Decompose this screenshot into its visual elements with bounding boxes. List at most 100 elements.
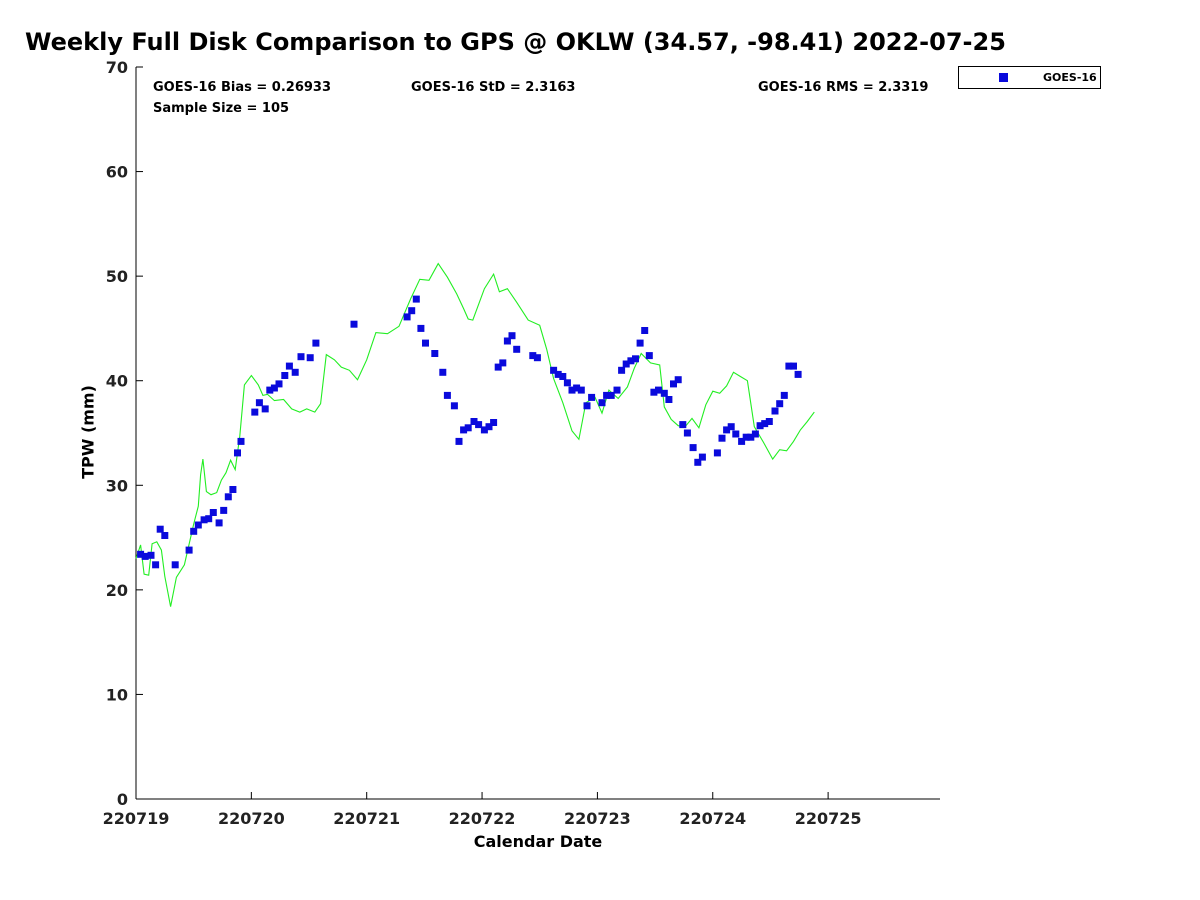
goes16-data-point — [147, 551, 155, 559]
x-tick-label: 220719 — [103, 809, 170, 828]
goes16-data-point — [513, 345, 521, 353]
goes16-data-point — [771, 407, 779, 415]
goes16-data-point — [470, 418, 478, 425]
points-layer — [137, 295, 802, 569]
goes16-data-point — [683, 429, 691, 437]
goes16-data-point — [297, 353, 305, 361]
goes16-data-point — [281, 372, 289, 379]
goes16-data-point — [583, 402, 591, 410]
goes16-data-point — [275, 380, 283, 388]
goes16-data-point — [291, 368, 299, 376]
goes16-data-point — [285, 362, 293, 370]
x-tick-label: 220720 — [218, 809, 285, 828]
goes16-data-point — [670, 380, 677, 388]
goes16-data-point — [403, 313, 411, 321]
goes16-data-point — [785, 362, 793, 370]
axes-layer: 0 10 20 30 40 50 60 70 220719 220720 220721 220722 2… — [103, 58, 940, 828]
goes16-data-point — [171, 561, 179, 569]
goes16-data-point — [738, 437, 746, 445]
goes16-data-point — [490, 419, 498, 426]
goes16-data-point — [645, 352, 653, 360]
goes16-data-point — [224, 493, 232, 501]
y-tick-label: 40 — [106, 372, 128, 391]
goes16-data-point — [185, 546, 193, 554]
goes16-data-point — [636, 339, 644, 347]
chart-title: Weekly Full Disk Comparison to GPS @ OKL… — [25, 28, 1006, 56]
goes16-data-point — [756, 422, 764, 430]
goes16-data-point — [742, 433, 750, 441]
y-tick-label: 0 — [117, 790, 128, 809]
goes16-data-point — [152, 561, 160, 569]
goes16-data-point — [455, 437, 463, 445]
goes16-data-point — [475, 421, 483, 429]
std-stat: GOES-16 StD = 2.3163 — [411, 80, 576, 95]
goes16-data-point — [450, 402, 458, 410]
goes16-data-point — [698, 453, 706, 461]
goes16-data-point — [508, 332, 516, 340]
goes16-data-point — [422, 339, 429, 347]
goes16-data-point — [494, 363, 502, 371]
goes16-data-point — [655, 386, 662, 394]
goes16-data-point — [156, 525, 164, 533]
goes16-data-point — [194, 521, 202, 529]
goes16-data-point — [234, 449, 241, 457]
goes16-data-point — [554, 370, 562, 378]
goes16-data-point — [312, 339, 320, 347]
x-axis-label: Calendar Date — [473, 832, 603, 851]
goes16-data-point — [723, 426, 731, 434]
x-tick-label: 220721 — [333, 809, 400, 828]
goes16-data-point — [443, 391, 451, 399]
goes16-data-point — [713, 449, 721, 457]
goes16-data-point — [485, 423, 493, 431]
line-layer — [135, 262, 815, 607]
y-tick-label: 30 — [106, 476, 128, 495]
goes16-data-point — [607, 391, 615, 399]
goes16-data-point — [665, 396, 673, 403]
goes16-data-point — [588, 393, 596, 401]
goes16-data-point — [439, 368, 447, 376]
goes16-data-point — [190, 527, 198, 535]
goes16-data-point — [529, 352, 537, 360]
goes16-data-point — [694, 458, 702, 466]
goes16-data-point — [550, 366, 558, 374]
rms-stat: GOES-16 RMS = 2.3319 — [758, 80, 929, 95]
goes16-data-point — [137, 550, 145, 558]
goes16-data-point — [499, 359, 507, 367]
goes16-data-point — [660, 389, 668, 397]
goes16-data-point — [632, 355, 639, 363]
y-tick-label: 50 — [106, 267, 128, 286]
sample-size-stat: Sample Size = 105 — [153, 101, 290, 116]
goes16-data-point — [618, 366, 626, 374]
goes16-data-point — [761, 420, 769, 428]
y-tick-label: 70 — [106, 58, 128, 77]
goes16-data-point — [270, 384, 278, 392]
goes16-data-point — [573, 384, 581, 392]
goes16-data-point — [598, 399, 606, 407]
goes16-data-point — [464, 424, 472, 432]
goes16-data-point — [563, 379, 571, 387]
goes16-data-point — [261, 405, 269, 413]
goes16-data-point — [533, 354, 541, 362]
goes16-data-point — [641, 327, 649, 334]
goes16-data-point — [751, 430, 759, 438]
goes16-data-point — [559, 373, 567, 380]
legend-marker-square-icon — [999, 73, 1008, 82]
legend-label: GOES-16 — [1043, 71, 1097, 84]
goes16-data-point — [229, 486, 237, 493]
goes16-data-point — [480, 426, 488, 434]
goes16-data-point — [266, 386, 274, 394]
x-tick-label: 220725 — [795, 809, 862, 828]
goes16-data-point — [780, 391, 788, 399]
goes16-data-point — [251, 408, 259, 416]
goes16-data-point — [503, 337, 511, 345]
goes16-data-point — [776, 400, 784, 408]
goes16-data-point — [627, 357, 635, 365]
goes16-data-point — [732, 430, 740, 438]
goes16-data-point — [215, 519, 223, 527]
goes16-data-point — [679, 421, 687, 429]
y-tick-label: 20 — [106, 581, 128, 600]
goes16-data-point — [209, 509, 217, 516]
goes16-data-point — [220, 506, 228, 514]
x-tick-label: 220723 — [564, 809, 631, 828]
goes16-data-point — [794, 370, 802, 378]
